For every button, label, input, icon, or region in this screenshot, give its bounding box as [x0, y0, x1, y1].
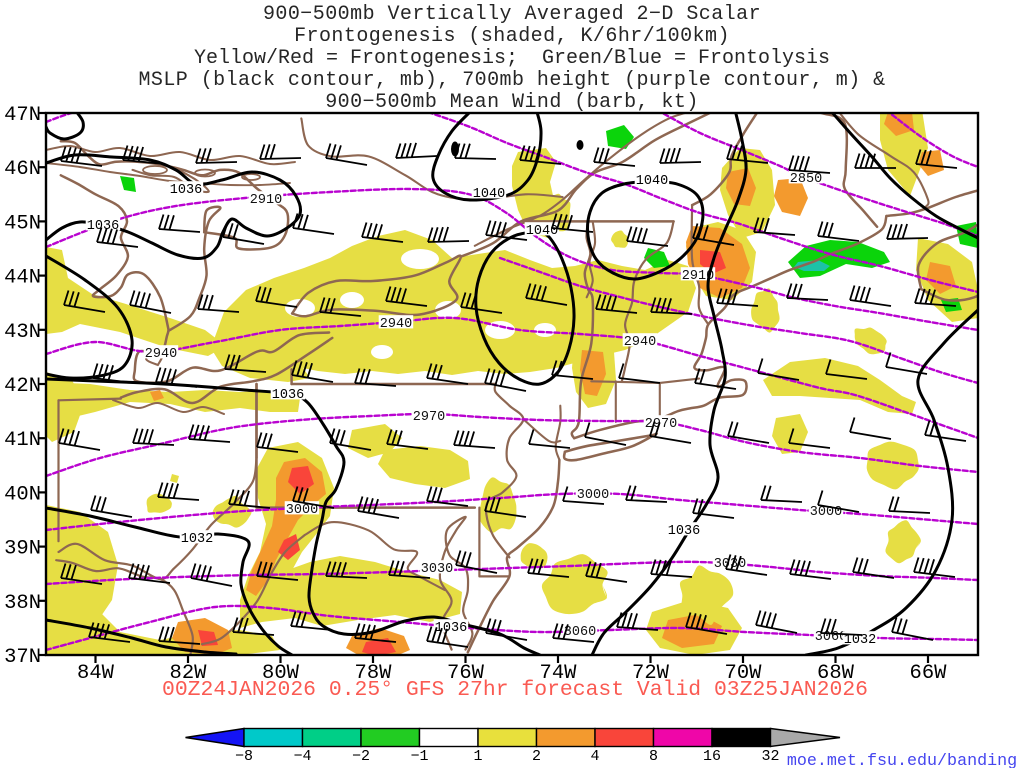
- svg-text:3030: 3030: [421, 562, 453, 577]
- svg-text:−4: −4: [293, 748, 311, 765]
- svg-text:1032: 1032: [844, 633, 876, 648]
- svg-text:1036: 1036: [170, 183, 202, 198]
- svg-text:1036: 1036: [87, 219, 119, 234]
- svg-text:moe.met.fsu.edu/banding: moe.met.fsu.edu/banding: [787, 752, 1017, 768]
- svg-text:32: 32: [761, 748, 779, 765]
- svg-text:−2: −2: [352, 748, 370, 765]
- svg-text:40N: 40N: [4, 483, 41, 506]
- svg-text:80W: 80W: [262, 662, 300, 685]
- svg-text:46N: 46N: [4, 158, 41, 181]
- svg-text:45N: 45N: [4, 212, 41, 235]
- svg-text:70W: 70W: [725, 662, 763, 685]
- svg-text:41N: 41N: [4, 429, 41, 452]
- svg-text:1040: 1040: [526, 224, 558, 239]
- svg-text:74W: 74W: [540, 662, 578, 685]
- svg-text:1040: 1040: [473, 187, 505, 202]
- svg-text:2910: 2910: [250, 193, 282, 208]
- svg-text:3060: 3060: [564, 625, 596, 640]
- svg-text:72W: 72W: [632, 662, 670, 685]
- svg-text:1036: 1036: [272, 388, 304, 403]
- svg-text:Yellow/Red = Frontogenesis; G: Yellow/Red = Frontogenesis; Green/Blue =…: [194, 47, 830, 70]
- svg-text:3000: 3000: [286, 503, 318, 518]
- svg-text:1: 1: [473, 748, 482, 765]
- svg-text:1036: 1036: [435, 621, 467, 636]
- svg-text:47N: 47N: [4, 104, 41, 127]
- svg-text:84W: 84W: [77, 662, 115, 685]
- svg-text:43N: 43N: [4, 321, 41, 344]
- svg-text:1036: 1036: [668, 524, 700, 539]
- svg-text:78W: 78W: [355, 662, 393, 685]
- svg-text:900−500mb Mean Wind (barb, kt): 900−500mb Mean Wind (barb, kt): [325, 91, 699, 114]
- svg-text:2940: 2940: [624, 335, 656, 350]
- svg-text:8: 8: [649, 748, 658, 765]
- svg-text:−1: −1: [410, 748, 428, 765]
- svg-text:2970: 2970: [645, 417, 677, 432]
- svg-text:2910: 2910: [682, 269, 714, 284]
- svg-text:2940: 2940: [380, 317, 412, 332]
- svg-text:16: 16: [703, 748, 721, 765]
- svg-text:2: 2: [532, 748, 541, 765]
- svg-text:900−500mb Vertically Averaged: 900−500mb Vertically Averaged 2−D Scalar: [263, 3, 761, 26]
- svg-text:−8: −8: [235, 748, 253, 765]
- svg-text:Frontogenesis (shaded, K/6hr/1: Frontogenesis (shaded, K/6hr/100km): [294, 25, 730, 48]
- svg-text:00Z24JAN2026 0.25° GFS 27hr fo: 00Z24JAN2026 0.25° GFS 27hr forecast Val…: [162, 678, 868, 702]
- svg-text:38N: 38N: [4, 592, 41, 615]
- svg-text:4: 4: [590, 748, 599, 765]
- svg-text:82W: 82W: [170, 662, 208, 685]
- svg-text:MSLP (black contour, mb), 700m: MSLP (black contour, mb), 700mb height (…: [138, 69, 885, 92]
- svg-text:2970: 2970: [413, 410, 445, 425]
- svg-text:44N: 44N: [4, 267, 41, 290]
- svg-text:37N: 37N: [4, 646, 41, 669]
- svg-text:68W: 68W: [817, 662, 855, 685]
- svg-text:1040: 1040: [636, 174, 668, 189]
- svg-text:76W: 76W: [447, 662, 485, 685]
- svg-text:1032: 1032: [181, 532, 213, 547]
- svg-text:2940: 2940: [145, 347, 177, 362]
- svg-text:66W: 66W: [910, 662, 948, 685]
- svg-text:3000: 3000: [577, 488, 609, 503]
- svg-text:42N: 42N: [4, 375, 41, 398]
- svg-text:39N: 39N: [4, 538, 41, 561]
- svg-text:2850: 2850: [790, 172, 822, 187]
